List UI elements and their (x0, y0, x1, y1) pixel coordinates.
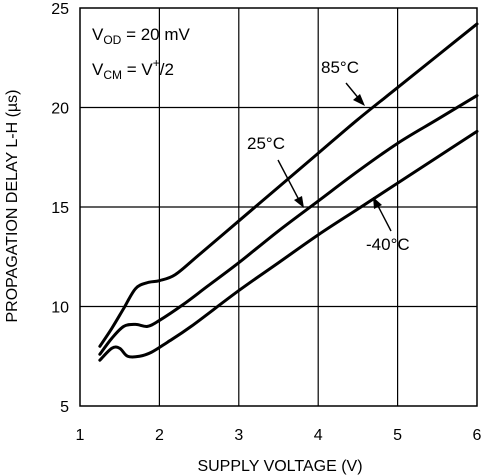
arrow-minus40c-line (376, 203, 392, 232)
y-tick-label: 25 (51, 1, 69, 18)
annotation-25c: 25°C (247, 134, 304, 208)
x-axis-title: SUPPLY VOLTAGE (V) (197, 458, 362, 475)
x-tick-label: 5 (393, 427, 402, 444)
grid (80, 8, 477, 406)
vcm-condition: VCM = V+/2 (92, 56, 174, 82)
x-tick-label: 1 (76, 427, 85, 444)
arrow-85c-head (353, 94, 365, 106)
arrow-25c-line (277, 159, 300, 201)
tick-labels: 1 2 3 4 5 6 5 10 15 20 25 (51, 1, 481, 444)
y-tick-label: 5 (60, 399, 69, 416)
annotation-minus40c: -40°C (366, 197, 410, 254)
x-tick-label: 2 (155, 427, 164, 444)
x-tick-label: 6 (473, 427, 482, 444)
annotation-85c: 85°C (321, 58, 365, 106)
series-line-25c (98, 94, 479, 356)
label-25c: 25°C (247, 134, 285, 153)
x-tick-label: 3 (234, 427, 243, 444)
x-tick-label: 4 (314, 427, 323, 444)
arrow-25c-head (294, 196, 304, 208)
arrow-minus40c-head (373, 197, 382, 209)
vod-condition: VOD = 20 mV (92, 25, 191, 47)
y-tick-label: 10 (51, 300, 69, 317)
series-line-85c (98, 22, 479, 348)
label-85c: 85°C (321, 58, 359, 77)
y-tick-label: 20 (51, 101, 69, 118)
series-line-minus40c (98, 129, 479, 362)
y-tick-label: 15 (51, 200, 69, 217)
y-axis-title: PROPAGATION DELAY L-H (µs) (4, 90, 21, 323)
plot-frame (79, 7, 478, 407)
curves (98, 22, 479, 362)
label-minus40c: -40°C (366, 235, 410, 254)
conditions-box: VOD = 20 mV VCM = V+/2 (92, 25, 191, 82)
